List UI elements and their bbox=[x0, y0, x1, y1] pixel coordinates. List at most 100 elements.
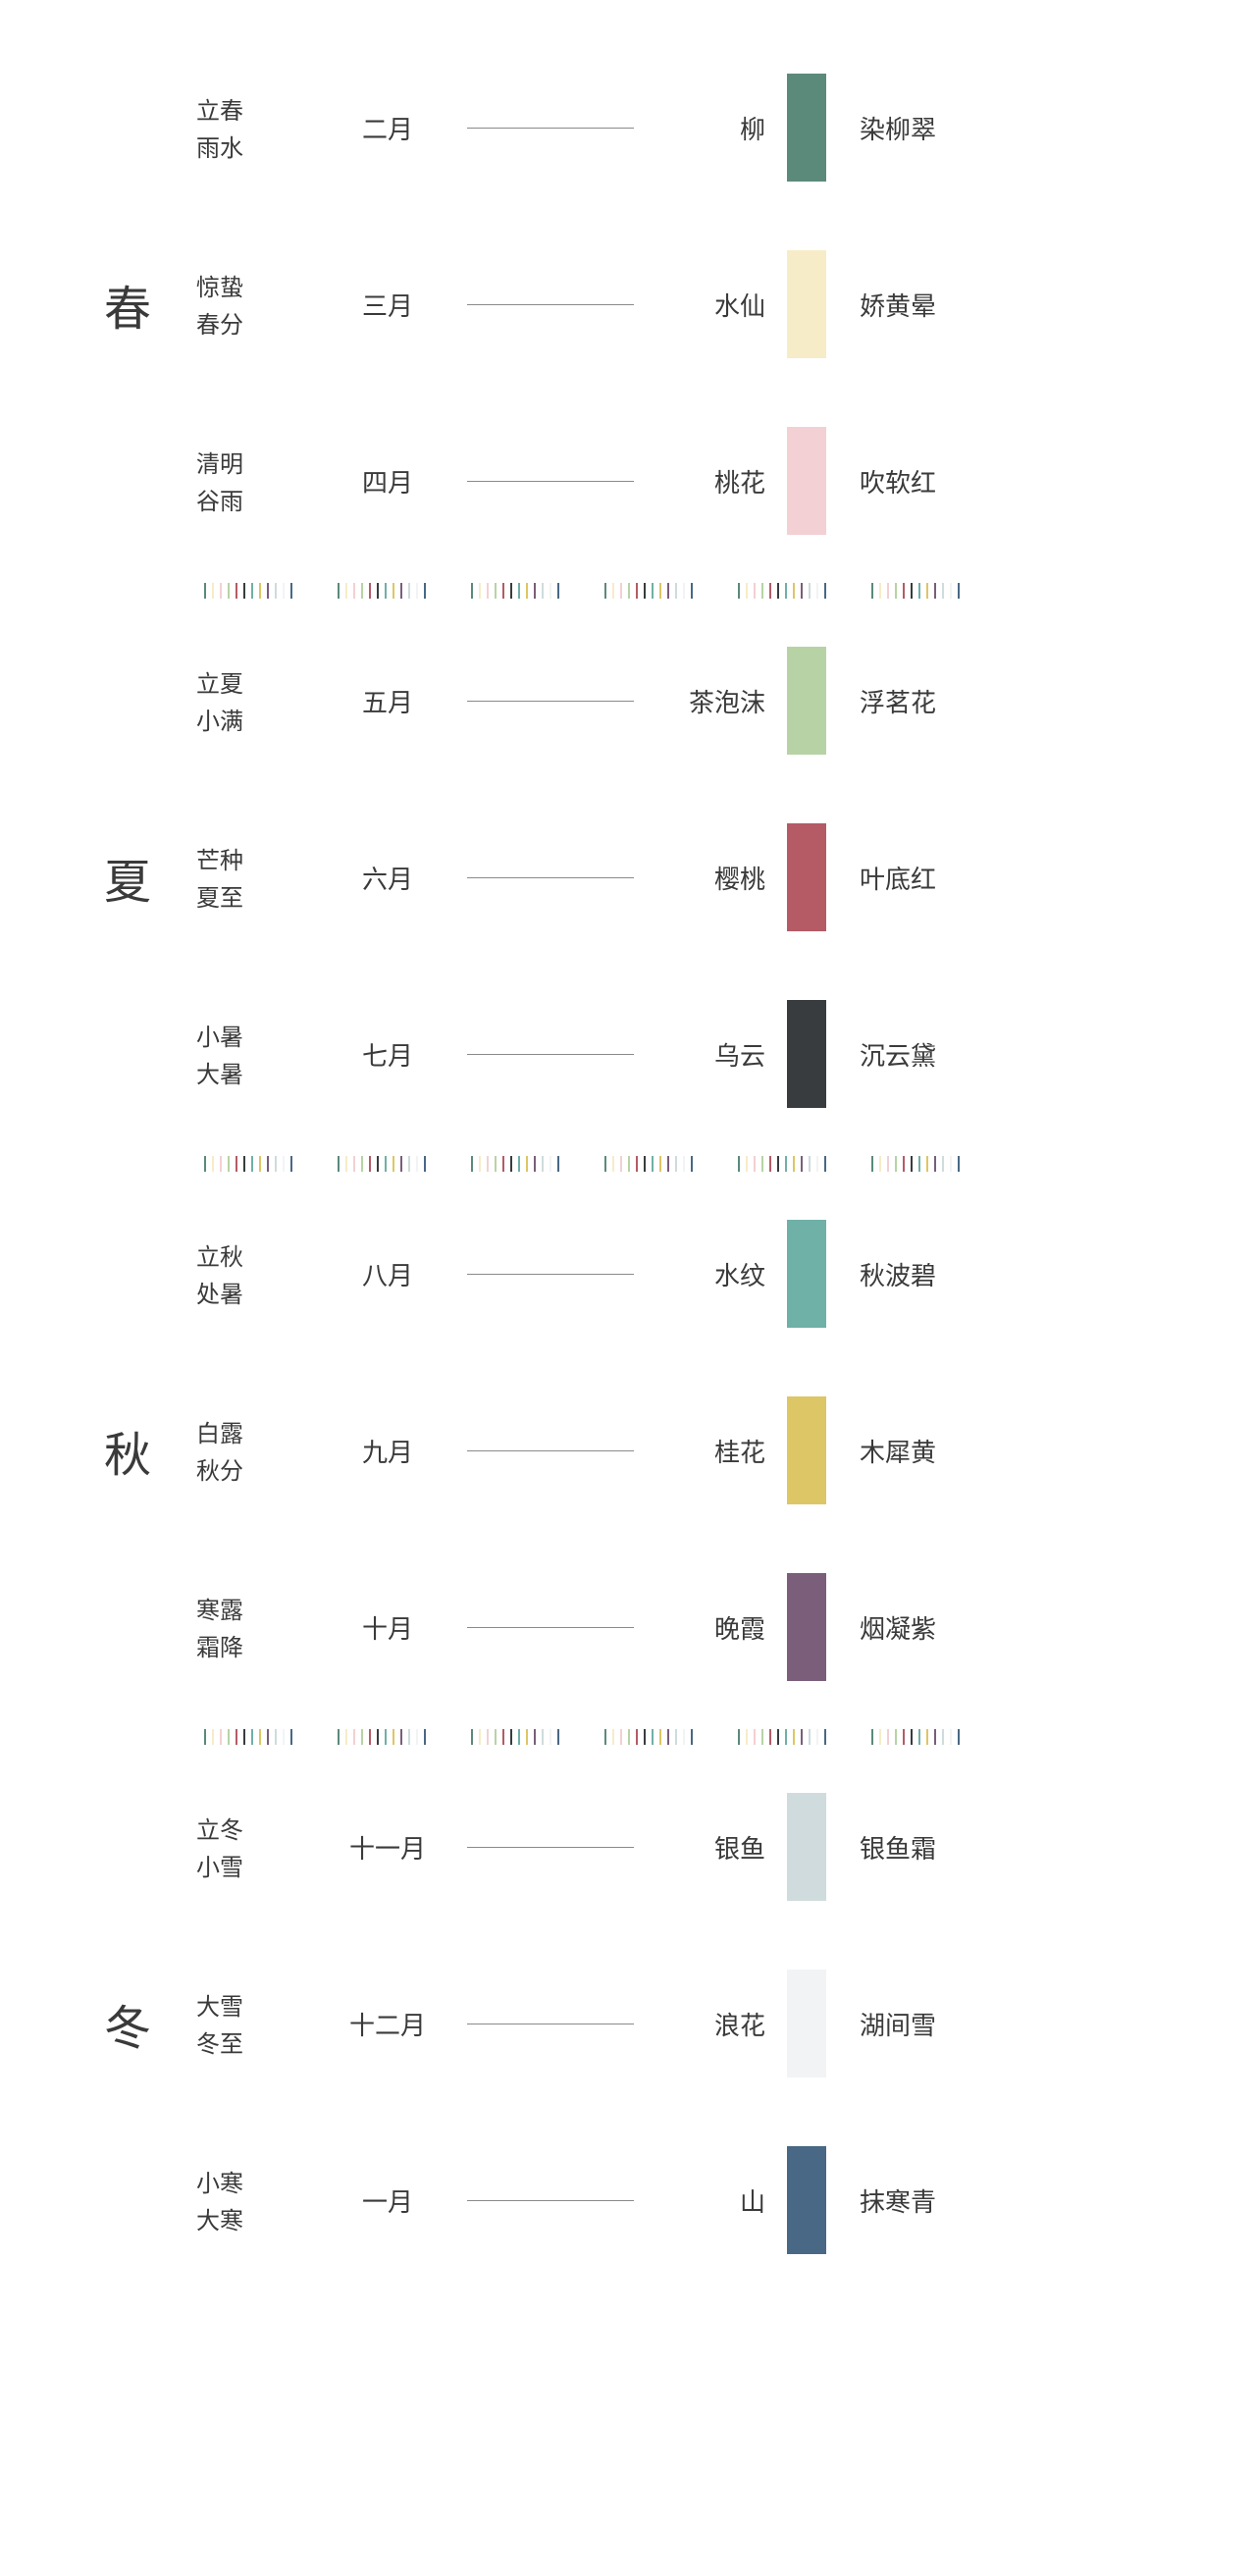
solar-term: 立夏 bbox=[196, 663, 324, 701]
element-label: 樱桃 bbox=[650, 860, 787, 896]
color-name: 烟凝紫 bbox=[826, 1609, 993, 1646]
solar-term: 大雪 bbox=[196, 1986, 324, 2024]
month-row: 立秋处暑八月 水纹 秋波碧 bbox=[196, 1185, 1197, 1362]
color-swatch bbox=[787, 2146, 826, 2254]
month-row: 立冬小雪十一月银鱼银鱼霜 bbox=[196, 1759, 1197, 1935]
season-divider bbox=[59, 1715, 1197, 1759]
month-name: 十二月 bbox=[324, 2006, 451, 2042]
color-name: 吹软红 bbox=[826, 463, 993, 499]
season-block: 冬立冬小雪十一月银鱼银鱼霜大雪冬至十二月浪花湖间雪小寒大寒一月山抹寒青 bbox=[59, 1759, 1197, 2288]
month-row: 大雪冬至十二月 浪花 湖间雪 bbox=[196, 1935, 1197, 2112]
month-name: 七月 bbox=[324, 1036, 451, 1073]
color-swatch bbox=[787, 1396, 826, 1504]
solar-term: 寒露 bbox=[196, 1590, 324, 1627]
month-row: 芒种夏至六月 樱桃 叶底红 bbox=[196, 789, 1197, 966]
solar-term: 立春 bbox=[196, 90, 324, 128]
month-name: 六月 bbox=[324, 860, 451, 896]
solar-term: 小暑 bbox=[196, 1017, 324, 1054]
connector-line bbox=[467, 481, 634, 482]
color-name: 叶底红 bbox=[826, 860, 993, 896]
element-label: 浪花 bbox=[650, 2006, 787, 2042]
connector-line bbox=[467, 1054, 634, 1055]
element-label: 晚霞 bbox=[650, 1609, 787, 1646]
connector-line bbox=[467, 701, 634, 702]
solar-term: 小雪 bbox=[196, 1847, 324, 1884]
element-label: 桂花 bbox=[650, 1433, 787, 1469]
season-divider bbox=[59, 569, 1197, 612]
connector-line bbox=[467, 1450, 634, 1451]
solar-terms: 小寒大寒 bbox=[196, 2163, 324, 2238]
month-name: 八月 bbox=[324, 1256, 451, 1292]
solar-term: 小寒 bbox=[196, 2163, 324, 2200]
solar-term: 芒种 bbox=[196, 840, 324, 877]
connector-line bbox=[467, 1274, 634, 1275]
element-label: 水仙 bbox=[650, 287, 787, 323]
season-label: 秋 bbox=[59, 1416, 196, 1485]
month-row: 立春雨水二月 柳 染柳翠 bbox=[196, 39, 1197, 216]
solar-term: 春分 bbox=[196, 304, 324, 342]
color-name: 染柳翠 bbox=[826, 110, 993, 146]
connector-line bbox=[467, 2200, 634, 2201]
month-row: 清明谷雨四月 桃花 吹软红 bbox=[196, 393, 1197, 569]
element-label: 柳 bbox=[650, 110, 787, 146]
solar-terms: 清明谷雨 bbox=[196, 444, 324, 519]
solar-term: 立冬 bbox=[196, 1810, 324, 1847]
element-label: 茶泡沫 bbox=[650, 683, 787, 719]
season-block: 夏立夏小满五月茶泡沫浮茗花芒种夏至六月樱桃叶底红小暑大暑七月乌云沉云黛 bbox=[59, 612, 1197, 1142]
element-label: 乌云 bbox=[650, 1036, 787, 1073]
solar-term: 秋分 bbox=[196, 1450, 324, 1488]
month-name: 十一月 bbox=[324, 1829, 451, 1866]
month-name: 十月 bbox=[324, 1609, 451, 1646]
connector-line bbox=[467, 128, 634, 129]
color-name: 木犀黄 bbox=[826, 1433, 993, 1469]
month-row: 小寒大寒一月山抹寒青 bbox=[196, 2112, 1197, 2288]
solar-term: 清明 bbox=[196, 444, 324, 481]
months-container: 立夏小满五月茶泡沫浮茗花芒种夏至六月樱桃叶底红小暑大暑七月乌云沉云黛 bbox=[196, 612, 1197, 1142]
month-row: 惊蛰春分三月水仙娇黄晕 bbox=[196, 216, 1197, 393]
month-row: 立夏小满五月茶泡沫浮茗花 bbox=[196, 612, 1197, 789]
color-swatch bbox=[787, 1793, 826, 1901]
solar-term: 处暑 bbox=[196, 1274, 324, 1311]
months-container: 立春雨水二月柳染柳翠惊蛰春分三月水仙娇黄晕清明谷雨四月桃花吹软红 bbox=[196, 39, 1197, 569]
connector-line bbox=[467, 1627, 634, 1628]
solar-terms: 立冬小雪 bbox=[196, 1810, 324, 1885]
element-label: 桃花 bbox=[650, 463, 787, 499]
element-label: 水纹 bbox=[650, 1256, 787, 1292]
months-container: 立冬小雪十一月银鱼银鱼霜大雪冬至十二月浪花湖间雪小寒大寒一月山抹寒青 bbox=[196, 1759, 1197, 2288]
color-name: 抹寒青 bbox=[826, 2182, 993, 2219]
connector-line bbox=[467, 1847, 634, 1848]
color-name: 湖间雪 bbox=[826, 2006, 993, 2042]
month-name: 二月 bbox=[324, 110, 451, 146]
color-swatch bbox=[787, 1573, 826, 1681]
color-swatch bbox=[787, 1220, 826, 1328]
month-name: 五月 bbox=[324, 683, 451, 719]
solar-term: 雨水 bbox=[196, 128, 324, 165]
solar-terms: 白露秋分 bbox=[196, 1413, 324, 1489]
solar-term: 立秋 bbox=[196, 1236, 324, 1274]
color-swatch bbox=[787, 427, 826, 535]
season-label: 夏 bbox=[59, 843, 196, 912]
seasonal-color-chart: 春立春雨水二月柳染柳翠惊蛰春分三月水仙娇黄晕清明谷雨四月桃花吹软红夏立夏小满五月… bbox=[0, 0, 1256, 2347]
season-divider bbox=[59, 1142, 1197, 1185]
solar-terms: 立夏小满 bbox=[196, 663, 324, 739]
solar-terms: 芒种夏至 bbox=[196, 840, 324, 916]
color-name: 秋波碧 bbox=[826, 1256, 993, 1292]
solar-term: 冬至 bbox=[196, 2024, 324, 2061]
season-block: 秋立秋处暑八月水纹秋波碧白露秋分九月桂花木犀黄寒露霜降十月晚霞烟凝紫 bbox=[59, 1185, 1197, 1715]
element-label: 银鱼 bbox=[650, 1829, 787, 1866]
solar-term: 小满 bbox=[196, 701, 324, 738]
connector-line bbox=[467, 304, 634, 305]
solar-term: 大暑 bbox=[196, 1054, 324, 1091]
solar-terms: 立秋处暑 bbox=[196, 1236, 324, 1312]
color-swatch bbox=[787, 1000, 826, 1108]
color-swatch bbox=[787, 647, 826, 755]
month-name: 四月 bbox=[324, 463, 451, 499]
solar-terms: 小暑大暑 bbox=[196, 1017, 324, 1092]
color-name: 娇黄晕 bbox=[826, 287, 993, 323]
solar-terms: 大雪冬至 bbox=[196, 1986, 324, 2062]
months-container: 立秋处暑八月水纹秋波碧白露秋分九月桂花木犀黄寒露霜降十月晚霞烟凝紫 bbox=[196, 1185, 1197, 1715]
solar-term: 夏至 bbox=[196, 877, 324, 915]
season-label: 冬 bbox=[59, 1989, 196, 2058]
solar-term: 霜降 bbox=[196, 1627, 324, 1664]
solar-terms: 立春雨水 bbox=[196, 90, 324, 166]
